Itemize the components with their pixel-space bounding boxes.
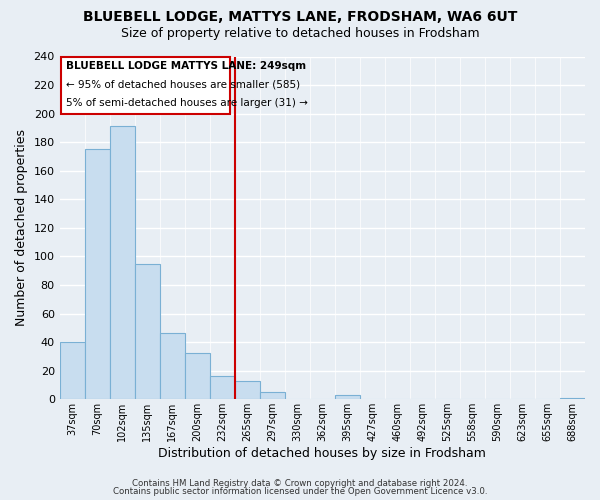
Bar [110, 126, 135, 399]
Y-axis label: Number of detached properties: Number of detached properties [15, 130, 28, 326]
Text: Contains public sector information licensed under the Open Government Licence v3: Contains public sector information licen… [113, 487, 487, 496]
Text: Size of property relative to detached houses in Frodsham: Size of property relative to detached ho… [121, 28, 479, 40]
Bar [59, 342, 85, 399]
Bar [560, 398, 585, 399]
Text: BLUEBELL LODGE MATTYS LANE: 249sqm: BLUEBELL LODGE MATTYS LANE: 249sqm [66, 61, 306, 71]
Bar [210, 376, 235, 399]
FancyBboxPatch shape [61, 56, 230, 114]
Bar [185, 354, 210, 399]
Bar [160, 334, 185, 399]
Text: Contains HM Land Registry data © Crown copyright and database right 2024.: Contains HM Land Registry data © Crown c… [132, 478, 468, 488]
Bar [135, 264, 160, 399]
Text: 5% of semi-detached houses are larger (31) →: 5% of semi-detached houses are larger (3… [66, 98, 308, 108]
X-axis label: Distribution of detached houses by size in Frodsham: Distribution of detached houses by size … [158, 447, 486, 460]
Bar [85, 150, 110, 399]
Bar [260, 392, 285, 399]
Text: BLUEBELL LODGE, MATTYS LANE, FRODSHAM, WA6 6UT: BLUEBELL LODGE, MATTYS LANE, FRODSHAM, W… [83, 10, 517, 24]
Bar [335, 395, 360, 399]
Bar [235, 380, 260, 399]
Text: ← 95% of detached houses are smaller (585): ← 95% of detached houses are smaller (58… [66, 80, 300, 90]
